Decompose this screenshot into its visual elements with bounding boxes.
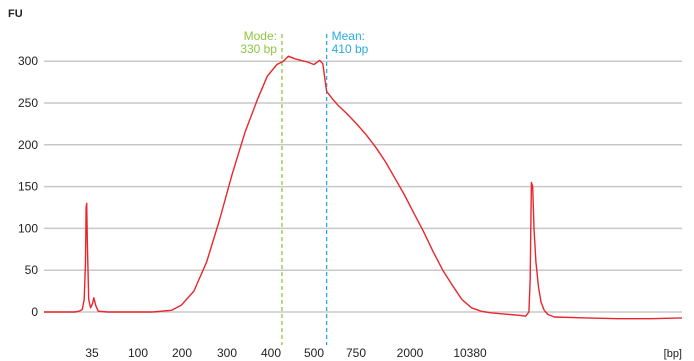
x-tick-label: 300 [217,346,237,360]
x-tick-label: 100 [128,346,148,360]
mode-value: 330 bp [240,42,277,56]
y-tick-label: 0 [31,305,38,319]
y-tick-label: 200 [18,138,38,152]
y-tick-label: 150 [18,180,38,194]
mean-label: Mean: [332,29,365,43]
y-axis-ticks: 0 50 100 150 200 250 300 [18,54,38,319]
y-tick-label: 50 [25,263,39,277]
mode-label: Mode: [244,29,277,43]
mode-marker: Mode: 330 bp [240,29,283,345]
x-tick-label: 200 [172,346,192,360]
x-tick-label: 10380 [453,346,487,360]
x-tick-label: 750 [346,346,366,360]
series-line [44,55,683,320]
x-tick-label: 500 [304,346,324,360]
x-axis-ticks: 35 100 200 300 400 500 750 2000 10380 [85,346,487,360]
x-tick-label: 400 [261,346,281,360]
y-axis-label: FU [8,8,23,20]
x-axis-label: [bp] [664,348,682,360]
y-tick-label: 100 [18,221,38,235]
gridlines [44,60,682,313]
y-tick-label: 250 [18,96,38,110]
y-tick-label: 300 [18,54,38,68]
x-tick-label: 2000 [397,346,424,360]
x-tick-label: 35 [85,346,99,360]
mean-value: 410 bp [332,42,369,56]
mean-marker: Mean: 410 bp [325,29,369,345]
